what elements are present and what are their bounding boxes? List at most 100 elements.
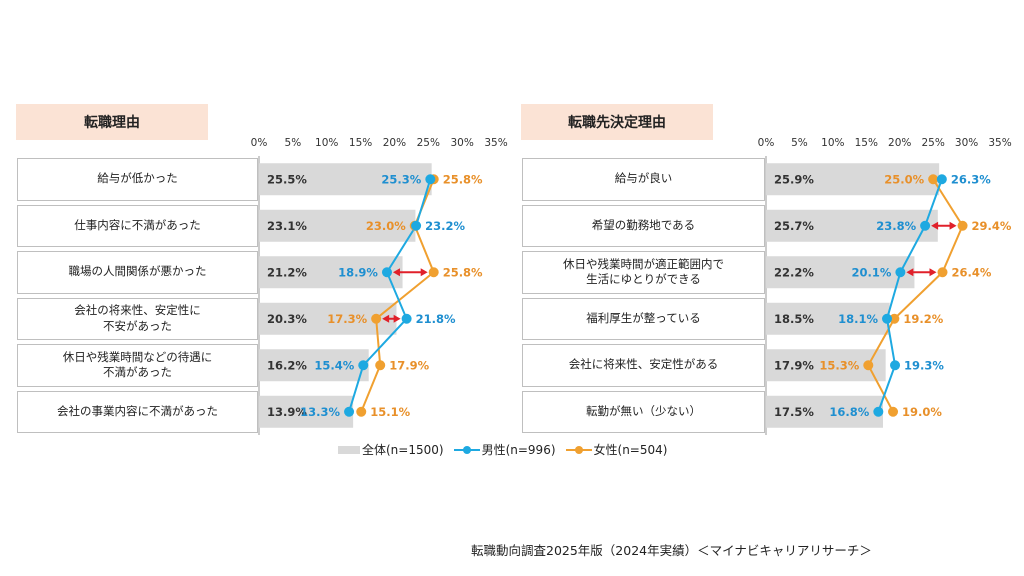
left-bar-overall-label: 20.3% [267, 312, 307, 326]
left-point-male-label: 21.8% [416, 312, 456, 326]
left-bar-overall [259, 395, 354, 428]
right-bar-overall-label: 17.9% [774, 358, 814, 372]
left-line-male [348, 178, 432, 413]
right-bar-overall-label: 22.2% [774, 265, 814, 279]
right-point-male [920, 220, 931, 231]
left-point-male-label: 15.4% [314, 358, 354, 372]
right-point-female [863, 360, 874, 371]
right-bar-overall-label: 25.9% [774, 172, 814, 186]
right-point-female [957, 220, 968, 231]
left-point-female-label: 17.3% [327, 312, 367, 326]
left-category-label: 仕事内容に不満があった [17, 204, 258, 247]
left-bar-overall [259, 163, 432, 196]
left-bar-overall-label: 25.5% [267, 172, 307, 186]
left-chart-title: 転職理由 [16, 104, 208, 140]
right-line-male [877, 178, 943, 413]
left-tick-label: 0% [251, 137, 268, 149]
left-point-male [344, 406, 355, 417]
right-point-female-label: 29.4% [972, 219, 1012, 233]
left-bar-overall-label: 23.1% [267, 219, 307, 233]
right-tick-label: 5% [791, 137, 808, 149]
legend-female-label: 女性(n=504) [593, 443, 668, 457]
legend-overall: 全体(n=1500) [338, 441, 444, 458]
legend-male-swatch [453, 445, 480, 455]
right-bar-overall [766, 163, 940, 196]
legend-female-swatch [565, 445, 592, 455]
left-point-female-label: 15.1% [370, 405, 410, 419]
right-point-female [937, 267, 948, 278]
right-tick-label: 0% [758, 137, 775, 149]
left-tick-label: 10% [315, 137, 338, 149]
source-note: 転職動向調査2025年版（2024年実績）＜マイナビキャリアリサーチ＞ [471, 543, 872, 558]
right-category-label: 給与が良い [522, 158, 765, 201]
legend-overall-swatch [338, 445, 360, 454]
left-point-female [356, 406, 367, 417]
right-category-label: 会社に将来性、安定性がある [522, 344, 765, 387]
left-category-label: 会社の将来性、安定性に 不安があった [17, 297, 258, 340]
right-point-male [936, 174, 947, 185]
right-category-label: 休日や残業時間が適正範囲内で 生活にゆとりができる [522, 251, 765, 294]
right-tick-label: 10% [821, 137, 844, 149]
left-point-male [381, 267, 392, 278]
left-diff-arrow-head [382, 314, 390, 323]
right-diff-arrow-head [931, 221, 939, 230]
left-point-female-label: 25.8% [443, 172, 483, 186]
right-point-female [889, 313, 900, 324]
right-point-female-label: 26.4% [952, 265, 992, 279]
left-point-male-label: 18.9% [338, 265, 378, 279]
right-chart-title: 転職先決定理由 [521, 104, 713, 140]
right-tick-label: 35% [988, 137, 1011, 149]
right-bar-overall [766, 395, 883, 428]
right-tick-label: 20% [888, 137, 911, 149]
left-point-male-label: 25.3% [381, 172, 421, 186]
left-bar-overall [259, 349, 369, 382]
left-bar-overall [259, 256, 403, 289]
right-point-male-label: 18.1% [838, 312, 878, 326]
right-diff-arrow-head [929, 268, 937, 277]
right-point-female-label: 19.2% [903, 312, 943, 326]
legend-male: 男性(n=996) [453, 441, 556, 458]
right-line-female [867, 178, 964, 413]
right-point-male [873, 406, 884, 417]
right-point-female-label: 25.0% [884, 172, 924, 186]
left-tick-label: 5% [285, 137, 302, 149]
right-point-male-label: 16.8% [829, 405, 869, 419]
left-category-label: 休日や残業時間などの待遇に 不満があった [17, 344, 258, 387]
right-point-female-label: 15.3% [819, 358, 859, 372]
right-category-label: 希望の勤務地である [522, 204, 765, 247]
legend-male-label: 男性(n=996) [481, 443, 556, 457]
left-category-label: 職場の人間関係が悪かった [17, 251, 258, 294]
right-point-male [882, 313, 893, 324]
left-diff-arrow-head [393, 314, 401, 323]
right-point-female-label: 19.0% [902, 405, 942, 419]
left-tick-label: 20% [383, 137, 406, 149]
left-bar-overall-label: 21.2% [267, 265, 307, 279]
left-bar-overall-label: 16.2% [267, 358, 307, 372]
right-category-label: 福利厚生が整っている [522, 297, 765, 340]
right-point-male-label: 20.1% [851, 265, 891, 279]
right-bar-overall [766, 302, 890, 335]
right-tick-label: 15% [855, 137, 878, 149]
left-tick-label: 25% [417, 137, 440, 149]
left-point-female-label: 17.9% [389, 358, 429, 372]
legend-overall-label: 全体(n=1500) [362, 443, 444, 457]
right-point-female [888, 406, 899, 417]
right-bar-overall [766, 209, 938, 242]
left-bar-overall [259, 209, 416, 242]
left-category-label: 給与が低かった [17, 158, 258, 201]
right-point-female [928, 174, 939, 185]
right-bar-overall-label: 25.7% [774, 219, 814, 233]
right-diff-arrow-head [949, 221, 957, 230]
left-tick-label: 30% [450, 137, 473, 149]
right-bar-overall-label: 17.5% [774, 405, 814, 419]
left-diff-arrow-head [420, 268, 428, 277]
left-point-male [358, 360, 369, 371]
left-tick-label: 35% [484, 137, 507, 149]
right-bar-overall-label: 18.5% [774, 312, 814, 326]
legend-female: 女性(n=504) [565, 441, 668, 458]
left-point-female [375, 360, 386, 371]
right-tick-label: 25% [921, 137, 944, 149]
right-point-male-label: 19.3% [904, 358, 944, 372]
